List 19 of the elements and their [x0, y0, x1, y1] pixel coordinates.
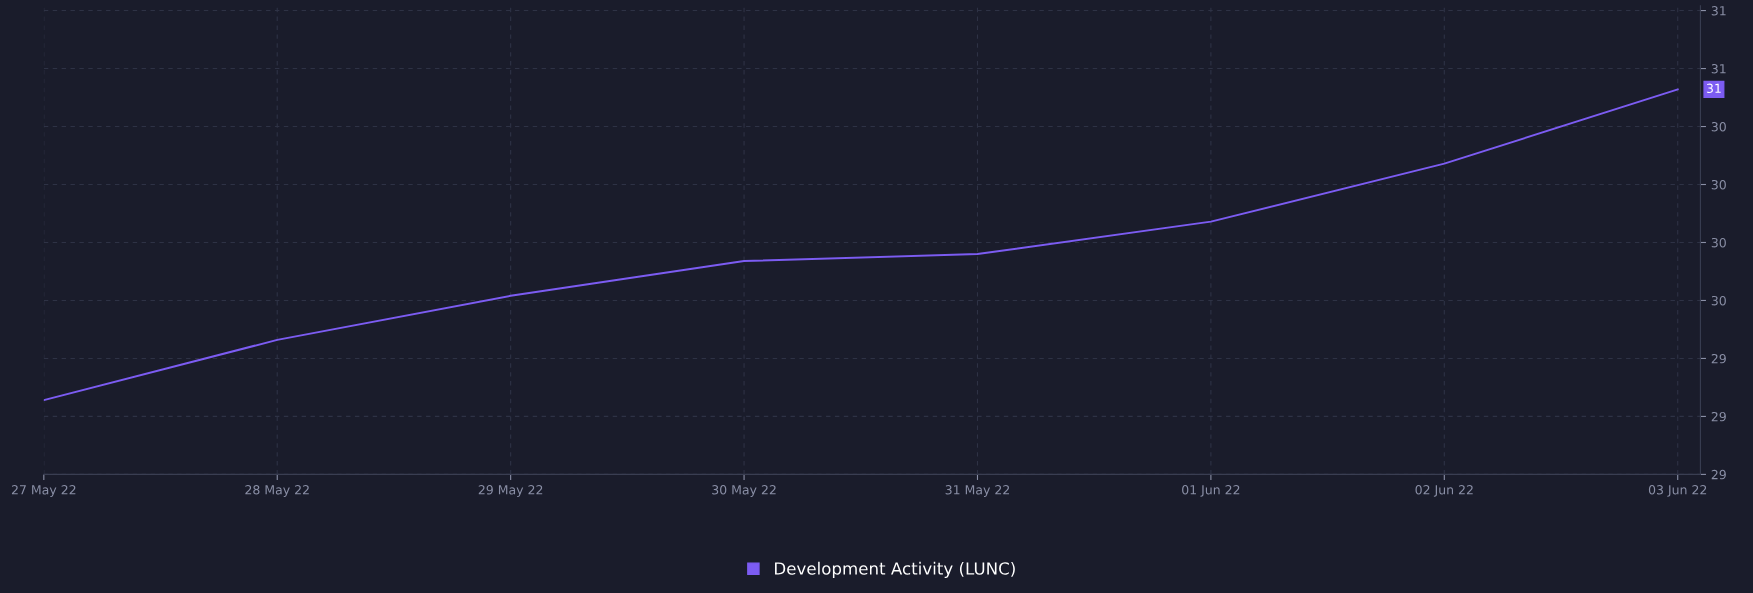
x-tick-label: 29 May 22	[478, 485, 543, 497]
x-tick-label: 28 May 22	[245, 485, 309, 497]
y-tick-label: 30	[1711, 179, 1726, 190]
y-tick-label: 31	[1711, 64, 1726, 74]
y-tick-label: 30	[1711, 122, 1726, 132]
y-tick-label: 29	[1711, 411, 1726, 422]
x-tick-label: 30 May 22	[712, 485, 776, 497]
y-tick-label: 31	[1711, 6, 1726, 16]
line-series	[43, 88, 1679, 402]
y-tick-label: 30	[1711, 237, 1726, 248]
y-tick-label: 30	[1711, 295, 1726, 306]
x-tick-label: 02 Jun 22	[1415, 485, 1473, 497]
x-tick-label: 03 Jun 22	[1648, 485, 1707, 497]
x-tick-label: 27 May 22	[11, 485, 76, 497]
y-tick-label: 29	[1711, 353, 1726, 364]
x-tick-label: 01 Jun 22	[1182, 485, 1240, 497]
legend-label: Development Activity (LUNC)	[775, 561, 1015, 578]
y-tick-label: 29	[1711, 469, 1726, 480]
x-tick-label: 31 May 22	[945, 485, 1010, 497]
